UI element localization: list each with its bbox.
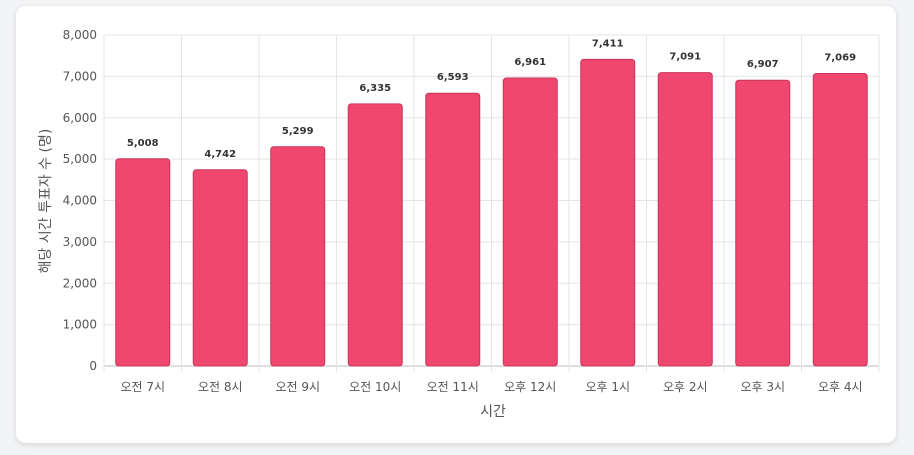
y-tick-label: 7,000 (63, 69, 97, 83)
bar (270, 146, 326, 367)
data-label: 6,961 (514, 57, 546, 68)
x-tick-label: 오전 9시 (275, 380, 320, 394)
bar (192, 169, 248, 367)
y-tick-label: 6,000 (63, 111, 97, 125)
bar (657, 72, 713, 367)
bar (735, 79, 791, 367)
data-label: 7,411 (592, 38, 624, 49)
x-tick-label: 오전 8시 (198, 380, 243, 394)
y-tick-labels: 0 1,000 2,000 3,000 4,000 5,000 6,000 7,000 8,00… (63, 28, 97, 373)
data-label: 5,008 (127, 138, 159, 149)
bar (115, 158, 171, 367)
x-tick-label: 오전 7시 (120, 380, 165, 394)
y-tick-label: 8,000 (63, 28, 97, 42)
x-tick-label: 오후 3시 (740, 380, 785, 394)
bars: 5,008 4,742 5,299 6,335 6,593 6,961 7,411 7,091… (115, 38, 868, 367)
data-label: 4,742 (204, 149, 236, 160)
x-tick-labels: 오전 7시 오전 8시 오전 9시 오전 10시 오전 11시 오후 12시 오후 1시 오후… (120, 380, 862, 394)
data-label: 7,069 (824, 53, 856, 64)
bar (425, 92, 481, 367)
bar (347, 103, 403, 367)
data-label: 6,593 (437, 72, 469, 83)
data-label: 6,907 (747, 59, 779, 70)
bar (502, 77, 558, 367)
y-tick-label: 1,000 (63, 318, 97, 332)
y-tick-label: 5,000 (63, 152, 97, 166)
x-tick-label: 오후 12시 (504, 380, 556, 394)
x-axis-title: 시간 (480, 404, 506, 420)
y-tick-label: 0 (89, 359, 97, 373)
y-axis-title: 해당 시간 투표자 수 (명) (38, 129, 54, 274)
x-tick-label: 오후 4시 (818, 380, 863, 394)
x-tick-label: 오전 10시 (349, 380, 401, 394)
x-tick-label: 오후 2시 (663, 380, 708, 394)
data-label: 5,299 (282, 126, 314, 137)
x-tick-label: 오전 11시 (427, 380, 479, 394)
bar (812, 73, 868, 367)
y-tick-label: 4,000 (63, 194, 97, 208)
y-tick-label: 2,000 (63, 276, 97, 290)
x-tick-label: 오후 1시 (585, 380, 630, 394)
bar (580, 58, 636, 367)
data-label: 7,091 (669, 52, 701, 63)
data-label: 6,335 (359, 83, 391, 94)
y-tick-label: 3,000 (63, 235, 97, 249)
